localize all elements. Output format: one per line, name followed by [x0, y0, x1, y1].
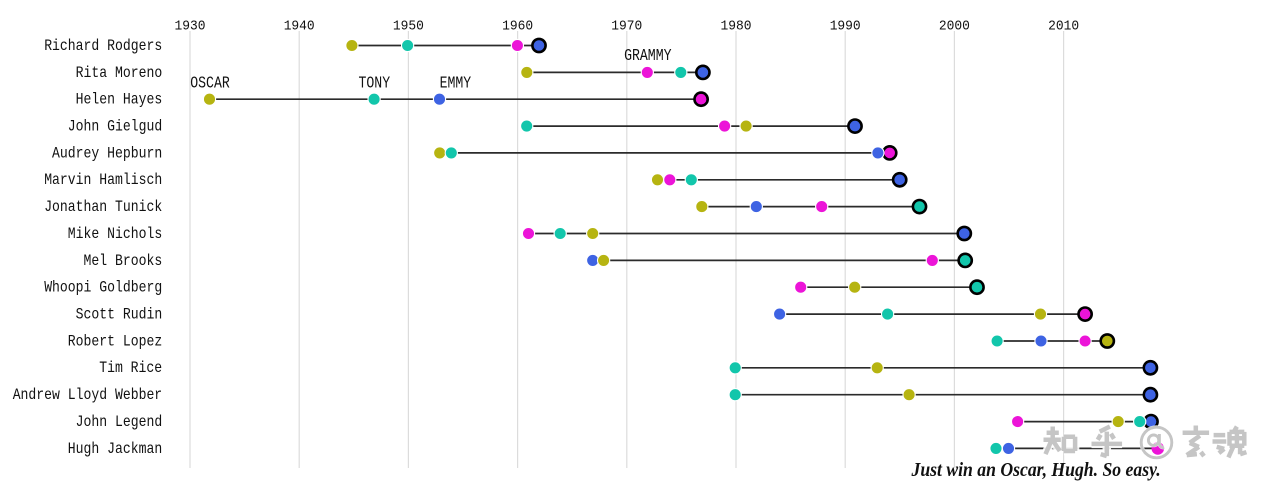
svg-text:EMMY: EMMY: [440, 75, 472, 94]
svg-text:Marvin Hamlisch: Marvin Hamlisch: [44, 171, 162, 189]
svg-text:OSCAR: OSCAR: [190, 75, 230, 94]
svg-text:Whoopi Goldberg: Whoopi Goldberg: [44, 279, 162, 297]
svg-text:TONY: TONY: [359, 75, 391, 94]
svg-text:Richard Rodgers: Richard Rodgers: [44, 37, 162, 55]
svg-text:Mike Nichols: Mike Nichols: [68, 225, 162, 243]
svg-text:Scott Rudin: Scott Rudin: [76, 306, 163, 324]
svg-text:Mel Brooks: Mel Brooks: [84, 252, 163, 270]
svg-text:1930: 1930: [175, 19, 206, 35]
svg-text:1980: 1980: [721, 19, 752, 35]
svg-text:Tim Rice: Tim Rice: [99, 359, 162, 377]
svg-text:Rita Moreno: Rita Moreno: [76, 64, 163, 82]
svg-text:Andrew Lloyd Webber: Andrew Lloyd Webber: [13, 386, 163, 404]
svg-text:Audrey Hepburn: Audrey Hepburn: [52, 144, 162, 162]
svg-text:John Gielgud: John Gielgud: [68, 118, 162, 136]
svg-text:John Legend: John Legend: [76, 413, 163, 431]
svg-text:Just win an Oscar, Hugh. So ea: Just win an Oscar, Hugh. So easy.: [911, 459, 1161, 481]
svg-text:GRAMMY: GRAMMY: [624, 47, 671, 66]
svg-text:1950: 1950: [393, 19, 424, 35]
svg-text:1940: 1940: [284, 19, 315, 35]
svg-text:1990: 1990: [830, 19, 861, 35]
svg-text:Hugh Jackman: Hugh Jackman: [68, 440, 162, 458]
svg-text:Helen Hayes: Helen Hayes: [76, 91, 163, 109]
svg-text:1960: 1960: [502, 19, 533, 35]
svg-text:2010: 2010: [1048, 19, 1079, 35]
svg-text:Jonathan Tunick: Jonathan Tunick: [44, 198, 162, 216]
svg-text:Robert Lopez: Robert Lopez: [68, 332, 162, 350]
svg-text:2000: 2000: [939, 19, 970, 35]
svg-text:1970: 1970: [611, 19, 642, 35]
